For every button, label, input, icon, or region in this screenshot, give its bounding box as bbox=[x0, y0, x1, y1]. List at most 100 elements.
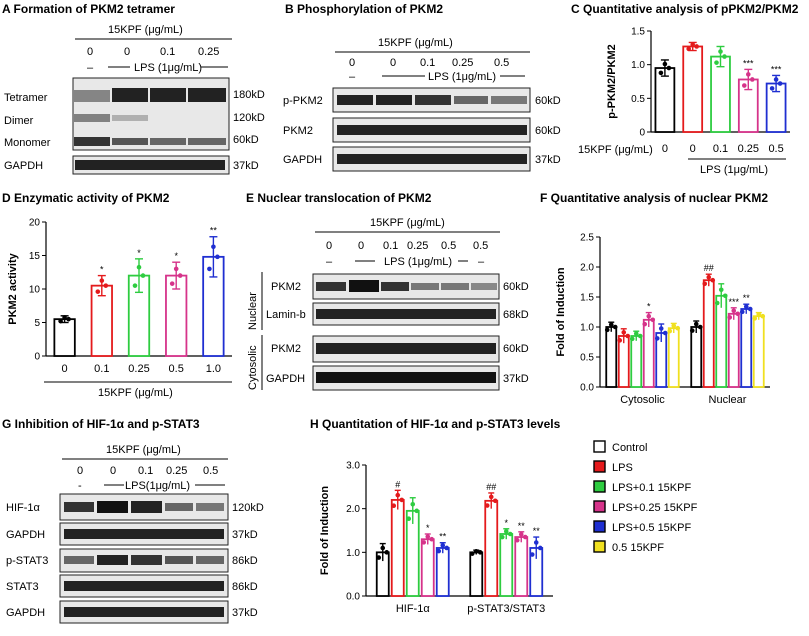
panel-a-size-2: 120kD bbox=[233, 112, 265, 124]
panel-a-size-3: 60kD bbox=[233, 134, 259, 146]
legend-label: Control bbox=[612, 442, 647, 454]
chart-h-point bbox=[444, 545, 450, 551]
panel-g-dose-2: 0 bbox=[110, 465, 116, 477]
chart-c-point bbox=[666, 65, 672, 71]
chart-f-point bbox=[756, 312, 762, 317]
chart-f-point bbox=[629, 336, 635, 342]
chart-f-point bbox=[617, 338, 623, 343]
chart-f-bar bbox=[617, 335, 630, 388]
chart-d-x-tick-label: 0.1 bbox=[94, 363, 109, 375]
panel-g-size-2: 37kD bbox=[232, 529, 258, 541]
chart-h-point bbox=[529, 552, 535, 557]
chart-d-ytick-label: 5 bbox=[34, 318, 40, 329]
chart-f-bar bbox=[752, 315, 765, 388]
chart-f-ytick-label: 0.0 bbox=[580, 383, 594, 394]
panel-g-row-4: STAT3 bbox=[6, 581, 39, 593]
panel-b-row-2: PKM2 bbox=[283, 125, 313, 137]
chart-d: 0 5 10 15 20 PKM2 activity 0 * 0.1 * 0.25 * 0.5 ** 1.0 bbox=[7, 218, 232, 375]
chart-f-ytick-label: 0.5 bbox=[580, 353, 594, 364]
chart-f-point bbox=[662, 330, 668, 336]
chart-c-bar bbox=[654, 67, 676, 133]
chart-h-point bbox=[477, 550, 483, 555]
chart-f-point bbox=[637, 333, 643, 339]
chart-h-sig-mark: ** bbox=[518, 521, 526, 531]
chart-f-sig-mark: ## bbox=[704, 263, 714, 273]
panel-h: H Quantitation of HIF-1α and p-STAT3 lev… bbox=[310, 417, 561, 615]
panel-a-size-1: 180kD bbox=[233, 89, 265, 101]
chart-d-x-tick-label: 0 bbox=[62, 363, 68, 375]
panel-g-size-5: 37kD bbox=[232, 607, 258, 619]
chart-f-point bbox=[654, 336, 660, 341]
chart-h-point bbox=[469, 551, 475, 556]
panel-a-dash: – bbox=[87, 62, 94, 74]
chart-f-ytick-label: 1.5 bbox=[580, 293, 594, 304]
panel-g-dose-1: 0 bbox=[77, 465, 83, 477]
chart-f-point bbox=[714, 300, 720, 306]
chart-h-x-tick-label: p-STAT3/STAT3 bbox=[467, 603, 545, 615]
panel-d: D Enzymatic activity of PKM2 0 5 10 15 20 PKM… bbox=[2, 191, 232, 399]
chart-f-point bbox=[752, 316, 758, 321]
chart-f-point bbox=[735, 311, 741, 317]
panel-a-row-1: Tetramer bbox=[4, 92, 48, 104]
panel-g-dose-5: 0.5 bbox=[203, 465, 218, 477]
panel-e-dose-6: 0.5 bbox=[473, 240, 488, 252]
chart-d-ytick-label: 15 bbox=[29, 251, 41, 262]
chart-c-point bbox=[686, 46, 691, 52]
chart-f-bar bbox=[642, 318, 655, 388]
panel-e-dash-1: – bbox=[326, 256, 333, 268]
chart-c-x-tick-label: 0 bbox=[662, 143, 668, 155]
chart-h-sig-mark: ** bbox=[439, 532, 447, 542]
chart-h-point bbox=[533, 540, 539, 545]
panel-g-row-5: GAPDH bbox=[6, 607, 45, 619]
chart-d-point bbox=[211, 244, 216, 250]
panel-b-dose-4: 0.25 bbox=[452, 57, 473, 69]
chart-c-x-tick-label: 0.5 bbox=[768, 143, 783, 155]
panel-a-dose-3: 0.1 bbox=[160, 46, 175, 58]
chart-c-ytick-label: 1.0 bbox=[631, 60, 645, 71]
panel-g-treatment: 15KPF (μg/mL) bbox=[106, 444, 181, 456]
chart-d-ylabel: PKM2 activity bbox=[7, 252, 19, 324]
chart-f-point bbox=[633, 331, 639, 336]
panel-e-dose-3: 0.1 bbox=[383, 240, 398, 252]
chart-h-point bbox=[440, 543, 446, 548]
chart-d-sig-mark: * bbox=[137, 248, 141, 258]
chart-c-sig-mark: *** bbox=[771, 64, 782, 74]
chart-c-point bbox=[690, 42, 695, 47]
chart-f-bar bbox=[690, 326, 703, 388]
chart-f-sig-mark: ** bbox=[743, 293, 751, 303]
chart-f-point bbox=[658, 326, 664, 331]
panel-e-dose-5: 0.5 bbox=[441, 240, 456, 252]
chart-d-point bbox=[177, 273, 183, 278]
chart-h-point bbox=[429, 536, 435, 542]
chart-f-point bbox=[747, 306, 753, 312]
chart-c-ytick-label: 0.5 bbox=[631, 94, 645, 105]
panel-a-size-4: 37kD bbox=[233, 160, 259, 172]
chart-f-point bbox=[650, 317, 656, 323]
legend-swatch bbox=[593, 480, 606, 493]
chart-f-point bbox=[621, 330, 627, 335]
panel-h-title: H Quantitation of HIF-1α and p-STAT3 lev… bbox=[310, 417, 561, 431]
chart-c-ytick-label: 0 bbox=[639, 128, 645, 139]
chart-f-point bbox=[612, 324, 618, 330]
panel-g-dose-4: 0.25 bbox=[166, 465, 187, 477]
chart-d-point bbox=[132, 283, 138, 288]
panel-e-size-1: 60kD bbox=[503, 281, 529, 293]
chart-h-point bbox=[473, 548, 479, 554]
chart-d-point bbox=[136, 264, 142, 270]
panel-e-group-2: Cytosolic bbox=[247, 345, 259, 390]
chart-c-point bbox=[694, 44, 699, 49]
chart-f-point bbox=[760, 313, 766, 319]
chart-d-sig-mark: ** bbox=[210, 226, 218, 236]
chart-f-bar bbox=[667, 327, 680, 388]
chart-f: 0.0 0.5 1.0 1.5 2.0 2.5 Fold of Induction * Cyto… bbox=[555, 233, 770, 406]
chart-d-point bbox=[66, 316, 71, 322]
panel-d-title: D Enzymatic activity of PKM2 bbox=[2, 191, 170, 205]
chart-d-x-tick-label: 0.5 bbox=[169, 363, 184, 375]
chart-h-sig-mark: * bbox=[426, 523, 430, 533]
chart-f-point bbox=[702, 281, 708, 287]
panel-b-lps: LPS (1μg/mL) bbox=[428, 71, 496, 83]
chart-d-point bbox=[140, 273, 146, 278]
chart-f-point bbox=[608, 322, 614, 327]
